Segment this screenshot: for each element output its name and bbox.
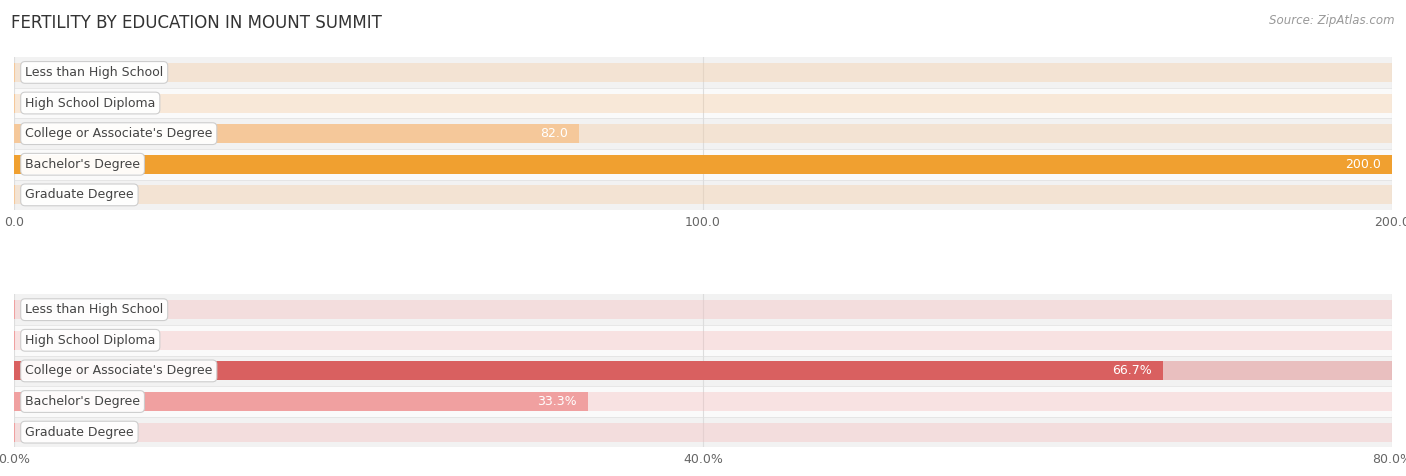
Text: FERTILITY BY EDUCATION IN MOUNT SUMMIT: FERTILITY BY EDUCATION IN MOUNT SUMMIT	[11, 14, 382, 32]
Text: Graduate Degree: Graduate Degree	[25, 426, 134, 438]
Text: Graduate Degree: Graduate Degree	[25, 188, 134, 201]
Text: Bachelor's Degree: Bachelor's Degree	[25, 395, 141, 408]
Text: Bachelor's Degree: Bachelor's Degree	[25, 158, 141, 171]
Bar	[14, 423, 1392, 442]
Bar	[14, 185, 1392, 204]
Text: College or Associate's Degree: College or Associate's Degree	[25, 127, 212, 140]
Text: 0.0%: 0.0%	[31, 303, 63, 316]
Text: 0.0: 0.0	[31, 66, 51, 79]
Text: High School Diploma: High School Diploma	[25, 334, 156, 347]
Bar	[14, 386, 1392, 417]
Bar	[14, 392, 1392, 411]
Text: College or Associate's Degree: College or Associate's Degree	[25, 365, 212, 377]
Text: 0.0%: 0.0%	[31, 334, 63, 347]
Bar	[14, 149, 1392, 179]
Text: Less than High School: Less than High School	[25, 303, 163, 316]
Text: 0.0%: 0.0%	[31, 426, 63, 438]
Bar	[14, 300, 1392, 319]
Bar	[14, 325, 1392, 356]
Text: 82.0: 82.0	[540, 127, 568, 140]
Bar	[14, 155, 1392, 174]
Bar	[14, 361, 1392, 380]
Text: 0.0: 0.0	[31, 97, 51, 109]
Bar	[14, 63, 1392, 82]
Bar	[14, 331, 1392, 350]
Bar	[14, 179, 1392, 210]
Bar	[14, 88, 1392, 119]
Text: 66.7%: 66.7%	[1112, 365, 1152, 377]
Bar	[14, 119, 1392, 149]
Bar	[14, 124, 1392, 143]
Text: 33.3%: 33.3%	[537, 395, 576, 408]
Bar	[14, 356, 1392, 386]
Bar	[14, 155, 1392, 174]
Bar	[14, 124, 579, 143]
Text: 200.0: 200.0	[1346, 158, 1381, 171]
Bar	[14, 57, 1392, 88]
Text: Source: ZipAtlas.com: Source: ZipAtlas.com	[1270, 14, 1395, 27]
Bar	[14, 294, 1392, 325]
Text: High School Diploma: High School Diploma	[25, 97, 156, 109]
Bar	[14, 392, 588, 411]
Text: Less than High School: Less than High School	[25, 66, 163, 79]
Bar	[14, 94, 1392, 112]
Bar	[14, 361, 1163, 380]
Bar	[14, 417, 1392, 447]
Text: 0.0: 0.0	[31, 188, 51, 201]
